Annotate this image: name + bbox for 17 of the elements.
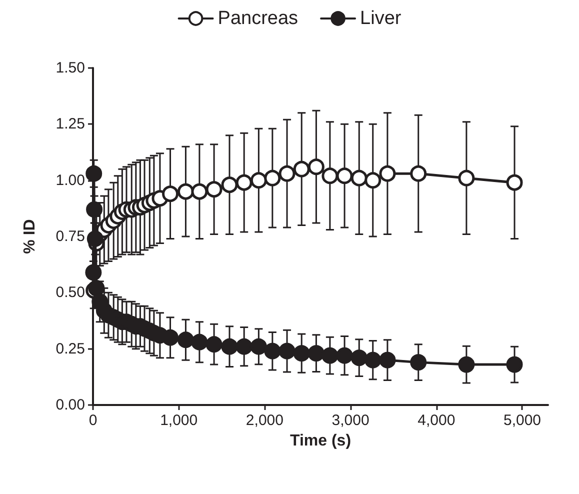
legend-label: Liver (360, 8, 402, 29)
y-tick-label: 0.25 (56, 340, 85, 358)
x-axis-title: Time (s) (290, 432, 352, 450)
x-tick-label: 2,000 (246, 412, 284, 429)
x-tick-label: 0 (88, 412, 98, 429)
y-tick-label: 1.25 (56, 116, 85, 133)
x-tick-label: 1,000 (160, 412, 198, 429)
x-tick-label: 4,000 (418, 412, 456, 429)
x-tick-label: 5,000 (503, 412, 542, 429)
legend-label: Pancreas (218, 8, 298, 29)
y-tick-label: 1.50 (56, 60, 85, 76)
y-tick-label: 0.00 (56, 396, 85, 414)
x-tick-label: 3,000 (332, 412, 370, 429)
y-tick-label: 1.00 (56, 172, 85, 189)
y-axis-title: % ID (22, 219, 38, 254)
y-tick-label: 0.50 (56, 284, 85, 302)
y-tick-label: 0.75 (56, 228, 85, 245)
